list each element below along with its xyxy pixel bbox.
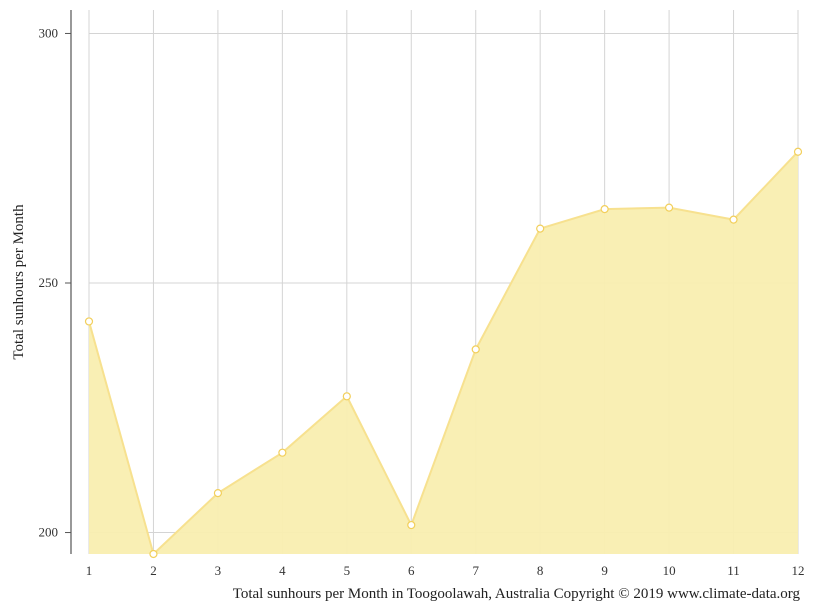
- x-tick-label: 8: [537, 563, 544, 578]
- x-tick-label: 2: [150, 563, 157, 578]
- data-point-marker: [149, 549, 158, 559]
- data-point-marker: [793, 147, 803, 156]
- series-line: [88, 151, 799, 556]
- y-tick-label: 250: [39, 275, 59, 290]
- x-tick-label: 10: [663, 563, 676, 578]
- data-point-marker: [407, 520, 416, 530]
- x-tick-label: 9: [601, 563, 608, 578]
- x-tick-label: 1: [86, 563, 93, 578]
- x-tick-label: 4: [279, 563, 286, 578]
- data-point-marker: [278, 448, 287, 457]
- x-tick-label: 3: [215, 563, 222, 578]
- sunhours-series: [84, 147, 803, 559]
- data-point-marker: [536, 224, 545, 233]
- data-point-marker: [84, 317, 94, 326]
- axes: [65, 10, 72, 554]
- x-tick-label: 11: [727, 563, 740, 578]
- series-area-fill: [89, 151, 798, 555]
- data-point-marker: [213, 489, 223, 498]
- x-tick-label: 5: [344, 563, 351, 578]
- chart-caption: Total sunhours per Month in Toogoolawah,…: [233, 586, 801, 602]
- y-axis-title: Total sunhours per Month: [11, 204, 27, 360]
- x-tick-label: 7: [472, 563, 479, 578]
- x-tick-label: 12: [792, 563, 805, 578]
- data-point-marker: [471, 345, 480, 354]
- data-point-marker: [600, 205, 609, 214]
- y-tick-label: 200: [39, 525, 59, 540]
- data-point-marker: [664, 203, 674, 212]
- x-tick-label: 6: [408, 563, 415, 578]
- y-tick-label: 300: [39, 25, 59, 40]
- data-point-marker: [342, 392, 351, 401]
- data-point-marker: [729, 215, 738, 224]
